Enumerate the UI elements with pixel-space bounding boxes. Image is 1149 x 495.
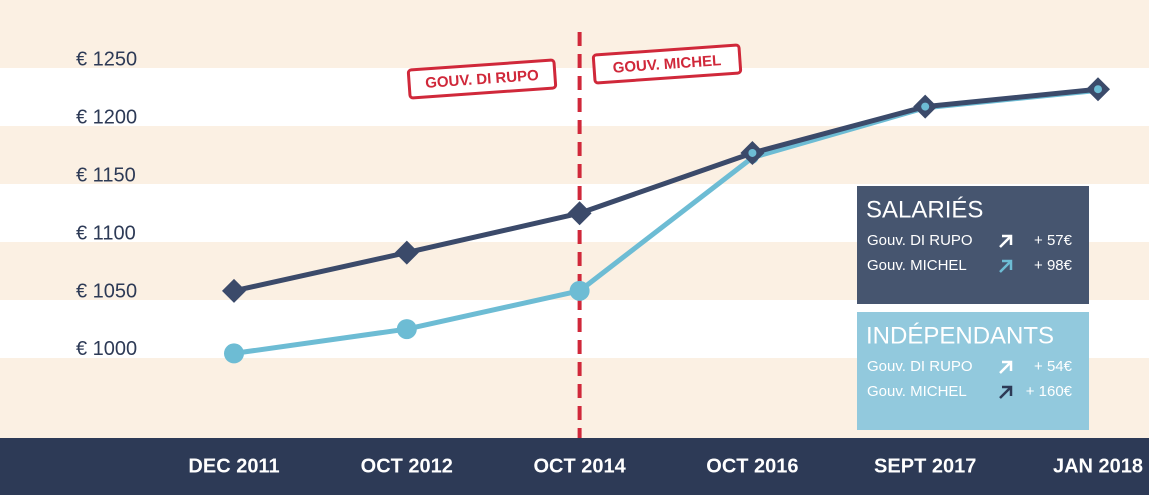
legend-note: Gouv. MICHEL: [867, 383, 967, 400]
y-tick-label: € 1050: [76, 280, 137, 302]
legend-change: + 54€: [1034, 358, 1073, 375]
y-tick-label: € 1150: [76, 164, 136, 186]
legend-box: [857, 312, 1089, 430]
legend-change: + 57€: [1034, 232, 1073, 249]
point: [567, 201, 592, 226]
y-tick-label: € 1100: [76, 222, 136, 244]
x-tick-label: DEC 2011: [188, 455, 279, 477]
annotation: GOUV. DI RUPO: [406, 58, 558, 100]
series-line: [233, 86, 1099, 294]
legend-note: Gouv. DI RUPO: [867, 358, 973, 375]
point: [224, 343, 244, 364]
arrow: [999, 385, 1013, 399]
arrow: [999, 259, 1013, 273]
legend-title: INDÉPENDANTS: [866, 322, 1054, 349]
point: [394, 240, 419, 265]
annotation: GOUV. MICHEL: [591, 43, 743, 85]
x-tick-label: OCT 2012: [361, 455, 453, 477]
legend-note: Gouv. DI RUPO: [867, 232, 973, 249]
legend-note: Gouv. MICHEL: [867, 257, 967, 274]
arrow: [999, 360, 1013, 374]
legend-box: [857, 186, 1089, 304]
y-tick-label: € 1250: [76, 49, 137, 71]
point: [222, 278, 246, 303]
y-tick-label: € 1200: [76, 106, 137, 128]
legend-change: + 98€: [1034, 257, 1073, 274]
y-tick-label: € 1000: [76, 338, 137, 360]
plot: € 1000 € 1050 € 1100 € 1150 € 1200 € 1250 DEC …: [76, 32, 1143, 477]
arrow: [999, 234, 1013, 248]
legend-change: + 160€: [1026, 383, 1073, 400]
annotation-box: [591, 43, 743, 85]
legend-title: SALARIÉS: [866, 196, 983, 223]
annotation-box: [406, 58, 558, 100]
stripe: [0, 68, 1149, 126]
x-axis-band: [0, 438, 1149, 495]
point: [396, 319, 417, 340]
x-tick-label: OCT 2016: [706, 455, 798, 477]
point-center: [748, 148, 757, 157]
x-tick-label: OCT 2014: [533, 455, 626, 477]
point-center: [1094, 85, 1102, 94]
x-tick-label: JAN 2018: [1053, 455, 1143, 477]
point-center: [921, 102, 930, 111]
x-tick-label: SEPT 2017: [874, 455, 976, 477]
point: [569, 280, 590, 301]
